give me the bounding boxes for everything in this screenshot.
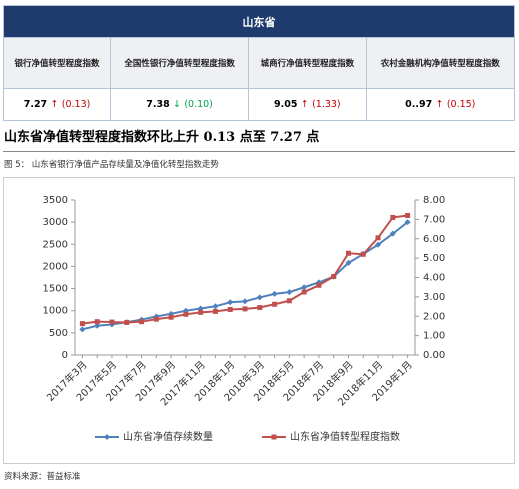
point-marker (301, 289, 307, 295)
point-marker (345, 250, 351, 256)
point-marker (153, 316, 159, 322)
y-tick-label: 3500 (43, 195, 68, 206)
point-marker (286, 298, 292, 304)
header-cell: 全国性银行净值转型程度指数 (110, 37, 250, 89)
point-marker (257, 305, 263, 311)
point-marker (242, 298, 248, 305)
point-marker (109, 319, 115, 325)
legend-marker (104, 434, 110, 440)
y-tick-label: 1000 (43, 306, 68, 317)
point-marker (242, 306, 248, 312)
y2-tick-label: 2.00 (423, 311, 445, 322)
y-tick-label: 3000 (43, 217, 68, 228)
chart-frame (3, 177, 515, 464)
point-marker (404, 219, 411, 226)
legend-label: 山东省净值转型程度指数 (290, 430, 400, 443)
source: 资料来源：普益标准 (4, 472, 81, 482)
y2-tick-label: 7.00 (423, 214, 445, 225)
cell-value: 9.05 (274, 99, 298, 110)
cell-change: (0.15) (446, 99, 476, 110)
point-marker (301, 284, 308, 291)
point-marker (360, 251, 366, 257)
table-title: 山东省 (3, 5, 515, 38)
y2-tick-label: 1.00 (423, 331, 445, 342)
value-cell: 0..97 ↑ (0.15) (365, 88, 516, 121)
value-cell: 7.38 ↓ (0.10) (110, 88, 250, 121)
figure-caption: 图 5： 山东省银行净值产品存续量及净值化转型指数走势 (4, 160, 219, 170)
cell-arrow: ↑ (50, 99, 59, 110)
cell-arrow: ↓ (173, 99, 182, 110)
point-marker (79, 326, 86, 333)
y2-tick-label: 0.00 (423, 350, 445, 361)
series-line (82, 221, 409, 331)
point-marker (272, 301, 278, 307)
point-marker (79, 321, 85, 327)
cell-value: 7.38 (146, 99, 170, 110)
y-tick-label: 2000 (43, 261, 68, 272)
point-marker (389, 230, 396, 237)
y2-tick-label: 5.00 (423, 253, 445, 264)
y2-tick-label: 3.00 (423, 292, 445, 303)
header-cell: 银行净值转型程度指数 (2, 37, 112, 89)
point-marker (316, 282, 322, 288)
point-marker (139, 319, 145, 325)
index-table: 山东省 银行净值转型程度指数 全国性银行净值转型程度指数 城商行净值转型程度指数… (2, 5, 516, 121)
legend-label: 山东省净值存续数量 (123, 430, 213, 443)
point-marker (94, 319, 100, 325)
y2-tick-label: 8.00 (423, 195, 445, 206)
point-marker (271, 290, 278, 297)
y-tick-label: 1500 (43, 284, 68, 295)
point-marker (227, 299, 234, 306)
point-marker (256, 294, 263, 301)
y-tick-label: 0 (62, 350, 68, 361)
cell-change: (0.10) (184, 99, 213, 110)
point-marker (198, 309, 204, 315)
header-cell: 农村金融机构净值转型程度指数 (365, 37, 516, 89)
point-marker (212, 303, 219, 310)
y2-tick-label: 4.00 (423, 273, 445, 284)
point-marker (405, 213, 411, 218)
legend-marker (271, 434, 277, 440)
point-marker (94, 322, 101, 329)
point-marker (212, 308, 218, 314)
value-cell: 9.05 ↑ (1.33) (248, 88, 367, 121)
cell-value: 7.27 (23, 99, 48, 110)
cell-value: 0..97 (405, 99, 433, 110)
y2-tick-label: 6.00 (423, 234, 445, 245)
point-marker (345, 259, 352, 266)
point-marker (183, 311, 189, 317)
point-marker (390, 214, 396, 220)
point-marker (375, 235, 381, 241)
cell-arrow: ↑ (300, 99, 309, 110)
point-marker (227, 306, 233, 312)
heading: 山东省净值转型程度指数环比上升 0.13 点至 7.27 点 (4, 130, 320, 145)
y-tick-label: 500 (49, 328, 68, 339)
cell-change: (0.13) (61, 99, 91, 110)
point-marker (286, 289, 293, 296)
point-marker (124, 319, 130, 325)
header-cell: 城商行净值转型程度指数 (248, 37, 367, 89)
point-marker (375, 241, 382, 248)
point-marker (168, 314, 174, 320)
y-tick-label: 2500 (43, 239, 68, 250)
point-marker (331, 274, 337, 280)
cell-arrow: ↑ (435, 99, 444, 110)
cell-change: (1.33) (312, 99, 341, 110)
rule (3, 151, 515, 152)
value-cell: 7.27 ↑ (0.13) (2, 88, 112, 121)
